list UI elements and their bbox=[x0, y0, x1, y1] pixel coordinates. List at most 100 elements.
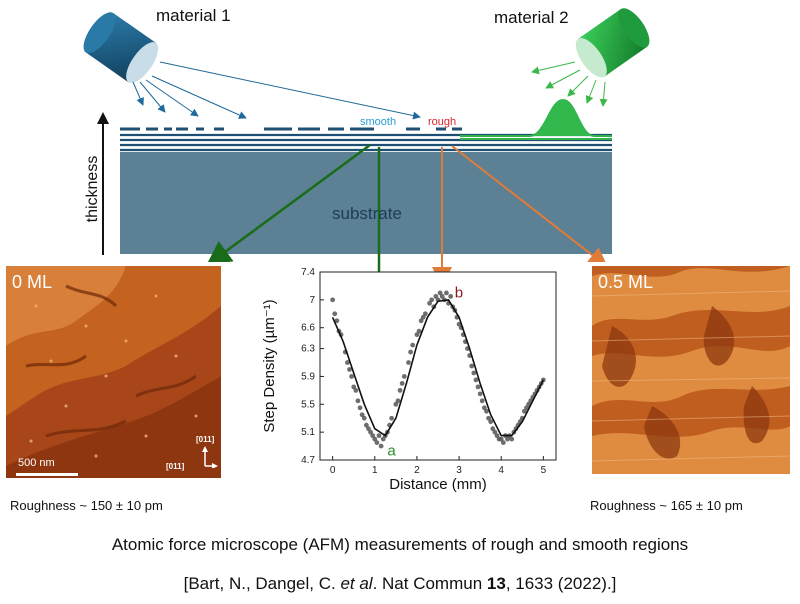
afm-texture-0.5ml bbox=[592, 266, 790, 474]
y-tick-label: 6.3 bbox=[301, 344, 315, 355]
afm-0.5ml-label: 0.5 ML bbox=[598, 272, 654, 292]
x-tick-label: 2 bbox=[414, 465, 420, 476]
step-density-chart: 0 1 2 3 4 5 4.7 5.1 5.5 5.9 6.3 6.6 7 7.4 a b Distance (… bbox=[248, 262, 568, 500]
y-tick-label: 5.1 bbox=[301, 427, 315, 438]
data-point bbox=[406, 360, 411, 365]
data-point bbox=[357, 405, 363, 411]
data-point bbox=[420, 314, 426, 320]
chart-svg: 0 1 2 3 4 5 4.7 5.1 5.5 5.9 6.3 6.6 7 7.4 a b Distance (… bbox=[261, 267, 557, 493]
data-point bbox=[437, 290, 443, 296]
data-point bbox=[376, 433, 382, 439]
data-point bbox=[410, 342, 416, 348]
rough-arrows bbox=[451, 145, 609, 262]
data-point bbox=[363, 422, 369, 428]
data-point bbox=[500, 440, 506, 445]
material2-label: material 2 bbox=[494, 8, 569, 27]
citation-volume: 13 bbox=[486, 574, 506, 593]
x-axis-label: Distance (mm) bbox=[389, 476, 487, 493]
data-point bbox=[366, 426, 371, 432]
data-point bbox=[414, 332, 420, 338]
data-point bbox=[355, 398, 361, 404]
data-point bbox=[494, 433, 500, 439]
roughness-left: Roughness ~ 150 ± 10 pm bbox=[10, 498, 163, 513]
data-point bbox=[353, 387, 359, 393]
data-point bbox=[372, 436, 378, 442]
data-point bbox=[347, 367, 352, 372]
x-tick-label: 4 bbox=[498, 465, 504, 476]
direction-right-label: [011] bbox=[166, 462, 185, 471]
data-point bbox=[509, 436, 515, 442]
data-point bbox=[505, 436, 510, 442]
material1-label: material 1 bbox=[156, 6, 231, 25]
material1-flux-arrows bbox=[132, 61, 421, 120]
data-point bbox=[448, 293, 454, 299]
data-point bbox=[370, 433, 376, 439]
smooth-label: smooth bbox=[360, 116, 397, 128]
data-point bbox=[481, 405, 487, 411]
scale-bar-label: 500 nm bbox=[18, 457, 55, 469]
data-point bbox=[422, 311, 428, 317]
y-tick-label: 7 bbox=[309, 295, 315, 306]
data-point bbox=[399, 381, 405, 386]
data-point bbox=[416, 328, 422, 334]
citation-etal: et al bbox=[340, 574, 373, 593]
data-point bbox=[479, 398, 485, 404]
data-point bbox=[380, 436, 386, 442]
substrate-block bbox=[120, 152, 612, 254]
y-tick-label: 5.5 bbox=[301, 399, 315, 410]
data-point bbox=[433, 293, 439, 299]
direction-axes-icon bbox=[202, 446, 218, 468]
data-point bbox=[418, 318, 424, 324]
citation-part3: , 1633 (2022).] bbox=[505, 574, 617, 593]
annotation-label: a bbox=[387, 443, 396, 460]
data-point bbox=[349, 374, 355, 379]
material2-deposit bbox=[460, 98, 612, 140]
x-tick-label: 5 bbox=[541, 465, 547, 476]
data-point bbox=[473, 377, 479, 383]
data-point bbox=[368, 429, 373, 435]
data-point bbox=[427, 300, 432, 306]
afm-0ml-label: 0 ML bbox=[12, 272, 53, 292]
data-point bbox=[361, 415, 367, 421]
data-point bbox=[330, 297, 336, 303]
material2-flux-arrows bbox=[531, 61, 608, 107]
data-point bbox=[359, 412, 365, 418]
data-point bbox=[395, 398, 401, 404]
direction-up-label: [011] bbox=[196, 435, 215, 444]
data-point bbox=[484, 408, 489, 414]
growth-diagram bbox=[83, 8, 650, 262]
data-point bbox=[334, 318, 340, 324]
data-point bbox=[471, 370, 477, 376]
data-point bbox=[488, 419, 494, 425]
data-point bbox=[374, 440, 380, 445]
rough-label: rough bbox=[428, 116, 457, 128]
data-point bbox=[351, 384, 357, 390]
thickness-axis-arrow bbox=[97, 112, 109, 255]
citation-part1: [Bart, N., Dangel, C. bbox=[183, 574, 341, 593]
thickness-label: thickness bbox=[84, 155, 101, 223]
data-point bbox=[439, 293, 445, 299]
data-point bbox=[429, 297, 435, 303]
data-point bbox=[401, 374, 407, 379]
data-point bbox=[475, 384, 481, 390]
y-tick-label: 4.7 bbox=[301, 455, 315, 466]
smooth-arrows bbox=[205, 143, 371, 262]
afm-texture-0ml bbox=[6, 266, 221, 478]
data-point bbox=[344, 360, 350, 365]
afm-image-0ml: 0 ML 500 nm [011] [011] bbox=[6, 266, 221, 478]
data-point bbox=[492, 429, 498, 435]
x-tick-label: 3 bbox=[456, 465, 462, 476]
y-axis-label: Step Density (µm⁻¹) bbox=[261, 299, 278, 432]
data-point bbox=[477, 391, 483, 397]
data-point bbox=[332, 311, 338, 317]
roughness-right-error: ± 10 pm bbox=[695, 498, 743, 513]
data-point bbox=[378, 443, 384, 449]
roughness-left-value: Roughness ~ 150 bbox=[10, 498, 113, 513]
annotation-label: b bbox=[455, 284, 463, 301]
x-tick-label: 1 bbox=[372, 465, 378, 476]
roughness-left-error: ± 10 pm bbox=[115, 498, 163, 513]
y-tick-label: 7.4 bbox=[301, 267, 315, 278]
data-point bbox=[469, 363, 475, 369]
citation: [Bart, N., Dangel, C. et al. Nat Commun … bbox=[0, 574, 800, 594]
data-point bbox=[408, 349, 414, 355]
